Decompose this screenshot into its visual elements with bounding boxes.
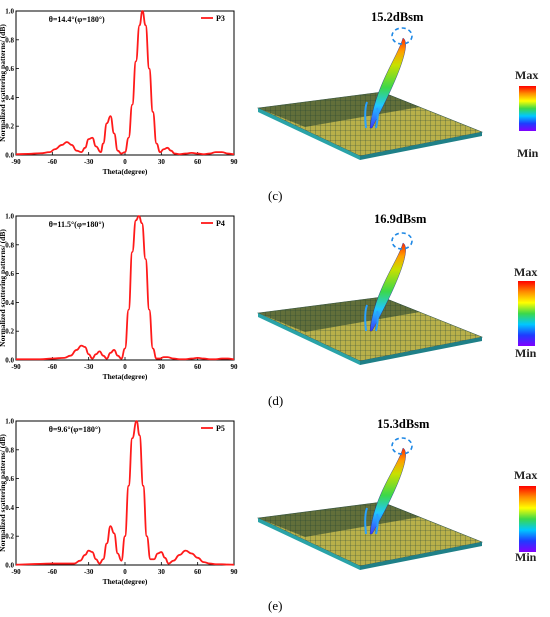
y-axis-title: Normalized scattering patterns/ (dB)	[0, 229, 7, 347]
y-tick-label: 0.6	[5, 270, 14, 278]
x-tick-label: 60	[194, 363, 202, 371]
x-tick-label: 0	[123, 568, 127, 576]
y-tick-label: 0.8	[5, 36, 14, 44]
x-tick-label: -90	[11, 363, 21, 371]
plot-frame	[15, 420, 235, 566]
y-tick-label: 0.4	[5, 504, 14, 512]
y-tick-label: 0.0	[5, 357, 14, 365]
x-axis-title: Theta(degree)	[103, 372, 148, 381]
x-tick-label: 30	[158, 363, 166, 371]
x-tick-label: 90	[231, 158, 239, 166]
panel-label: (e)	[268, 598, 283, 613]
x-tick-label: 0	[123, 363, 127, 371]
x-tick-label: 90	[231, 363, 239, 371]
scattering-beam	[369, 447, 406, 535]
x-tick-label: -60	[48, 363, 58, 371]
plate-edge	[258, 518, 360, 570]
y-tick-label: 0.4	[5, 94, 14, 102]
x-axis-title: Theta(degree)	[103, 167, 148, 176]
x-tick-label: 0	[123, 158, 127, 166]
y-tick-label: 0.2	[5, 123, 14, 131]
colorbar	[519, 486, 536, 552]
panel-label: (c)	[268, 188, 283, 203]
y-axis-title: Normalized scattering patterns/ (dB)	[0, 434, 7, 552]
y-tick-label: 0.6	[5, 65, 14, 73]
panel-e: -90 -60 -30 0 30 60 90 0.0 0.2 0.4 0.6 0.8 1.0 Theta(…	[0, 410, 550, 617]
y-tick-label: 0.6	[5, 475, 14, 483]
angle-annotation: θ=14.4°(φ=180°)	[49, 15, 105, 24]
panel-c: -90 -60 -30 0 30 60 90 0.0 0.2 0.4 0.6 0.8 1.0 Theta(…	[0, 0, 550, 205]
y-tick-label: 0.2	[5, 328, 14, 336]
x-tick-label: -60	[48, 568, 58, 576]
peak-highlight-circle	[391, 437, 413, 455]
scattering-beam	[369, 37, 406, 129]
scattering-3d-model-d	[256, 232, 484, 365]
x-tick-label: -30	[84, 363, 94, 371]
panel-d: -90 -60 -30 0 30 60 90 0.0 0.2 0.4 0.6 0.8 1.0 Theta(…	[0, 205, 550, 410]
rcs-label: 16.9dBsm	[374, 212, 427, 226]
chart-e: -90 -60 -30 0 30 60 90 0.0 0.2 0.4 0.6 0.8 1.0 Theta(…	[0, 418, 239, 587]
rcs-label: 15.3dBsm	[377, 417, 430, 431]
series-line	[15, 420, 235, 566]
y-axis-title: Normalized scattering patterns/ (dB)	[0, 24, 7, 142]
x-tick-label: 90	[231, 568, 239, 576]
side-lobes	[364, 101, 379, 129]
plate-edge	[360, 132, 482, 160]
peak-highlight-circle	[391, 27, 413, 45]
x-axis-title: Theta(degree)	[103, 577, 148, 586]
colorbar	[519, 86, 536, 131]
panel-label: (d)	[268, 393, 284, 408]
scattering-3d-model-e	[256, 437, 484, 570]
scattering-3d-model-c	[256, 27, 484, 160]
x-tick-label: 60	[194, 158, 202, 166]
rcs-label: 15.2dBsm	[371, 10, 424, 24]
series-line	[15, 215, 235, 361]
chart-d: -90 -60 -30 0 30 60 90 0.0 0.2 0.4 0.6 0.8 1.0 Theta(…	[0, 213, 239, 382]
y-tick-label: 0.0	[5, 562, 14, 570]
legend-label: P5	[216, 424, 225, 433]
plate-edge	[360, 337, 482, 365]
x-tick-label: 30	[158, 568, 166, 576]
x-tick-label: -30	[84, 568, 94, 576]
plot-frame	[15, 10, 235, 156]
y-tick-label: 0.2	[5, 533, 14, 541]
peak-highlight-circle	[391, 232, 413, 250]
colorbar-min-label: Min	[515, 346, 537, 360]
angle-annotation: θ=11.5°(φ=180°)	[49, 220, 105, 229]
colorbar-max-label: Max	[514, 265, 538, 279]
y-tick-label: 1.0	[5, 418, 14, 426]
series-line	[15, 10, 235, 156]
legend-label: P4	[216, 219, 225, 228]
x-tick-label: -30	[84, 158, 94, 166]
legend-label: P3	[216, 14, 225, 23]
angle-annotation: θ=9.6°(φ=180°)	[49, 425, 101, 434]
colorbar-min-label: Min	[517, 146, 539, 160]
x-tick-label: -90	[11, 568, 21, 576]
y-tick-label: 0.8	[5, 241, 14, 249]
x-tick-label: -60	[48, 158, 58, 166]
plate-edge	[258, 108, 360, 160]
chart-c: -90 -60 -30 0 30 60 90 0.0 0.2 0.4 0.6 0.8 1.0 Theta(…	[0, 8, 239, 177]
scattering-beam	[369, 242, 406, 332]
y-tick-label: 1.0	[5, 213, 14, 221]
x-tick-label: 30	[158, 158, 166, 166]
y-tick-label: 0.8	[5, 446, 14, 454]
side-lobes	[364, 507, 379, 535]
colorbar-max-label: Max	[515, 68, 539, 82]
y-tick-label: 0.0	[5, 152, 14, 160]
plot-frame	[15, 215, 235, 361]
plate-edge	[360, 542, 482, 570]
x-tick-label: -90	[11, 158, 21, 166]
y-tick-label: 1.0	[5, 8, 14, 16]
y-tick-label: 0.4	[5, 299, 14, 307]
colorbar	[518, 281, 535, 346]
x-tick-label: 60	[194, 568, 202, 576]
side-lobes	[364, 304, 379, 332]
plate-edge	[258, 313, 360, 365]
colorbar-min-label: Min	[515, 550, 537, 564]
colorbar-max-label: Max	[514, 468, 538, 482]
